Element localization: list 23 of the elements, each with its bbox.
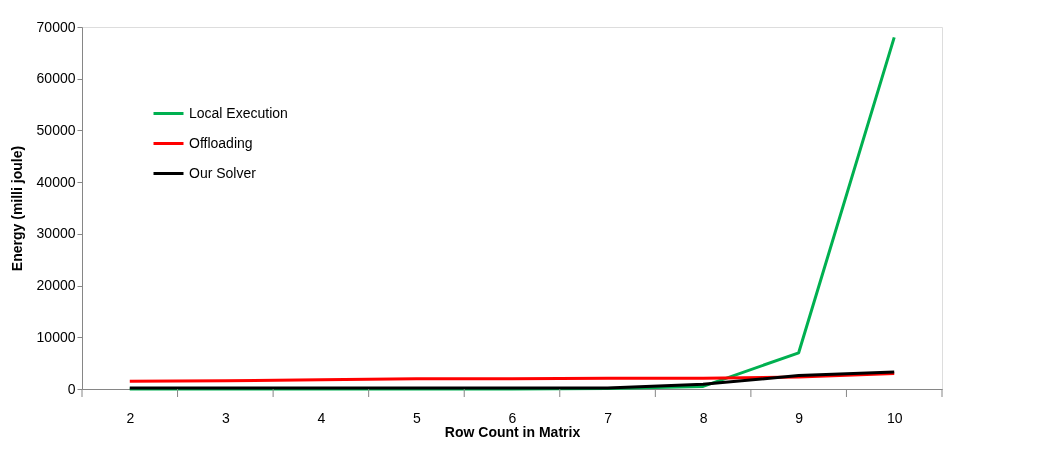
y-tick-label: 60000 (36, 70, 76, 87)
x-tick-label: 2 (126, 409, 135, 426)
x-tick-label: 6 (508, 409, 517, 426)
y-tick-label: 40000 (36, 173, 76, 190)
y-tick-label: 50000 (36, 121, 76, 138)
x-axis-title: Row Count in Matrix (444, 423, 581, 440)
legend-label: Our Solver (189, 164, 257, 181)
y-tick-label: 70000 (36, 18, 76, 35)
x-tick-label: 7 (604, 409, 613, 426)
x-tick-label: 10 (886, 409, 903, 426)
y-tick-label: 20000 (36, 277, 76, 294)
x-tick-label: 8 (699, 409, 708, 426)
legend-label: Local Execution (189, 104, 288, 121)
y-tick-label: 30000 (36, 225, 76, 242)
x-tick-label: 4 (317, 409, 326, 426)
x-tick-label: 5 (413, 409, 422, 426)
line-series (128, 370, 896, 390)
legend-label: Offloading (189, 134, 253, 151)
y-axis-title: Energy (milli joule) (8, 145, 25, 272)
y-tick-label: 0 (67, 380, 76, 397)
y-tick-label: 10000 (36, 328, 76, 345)
x-tick-label: 3 (221, 409, 230, 426)
x-tick-label: 9 (795, 409, 804, 426)
